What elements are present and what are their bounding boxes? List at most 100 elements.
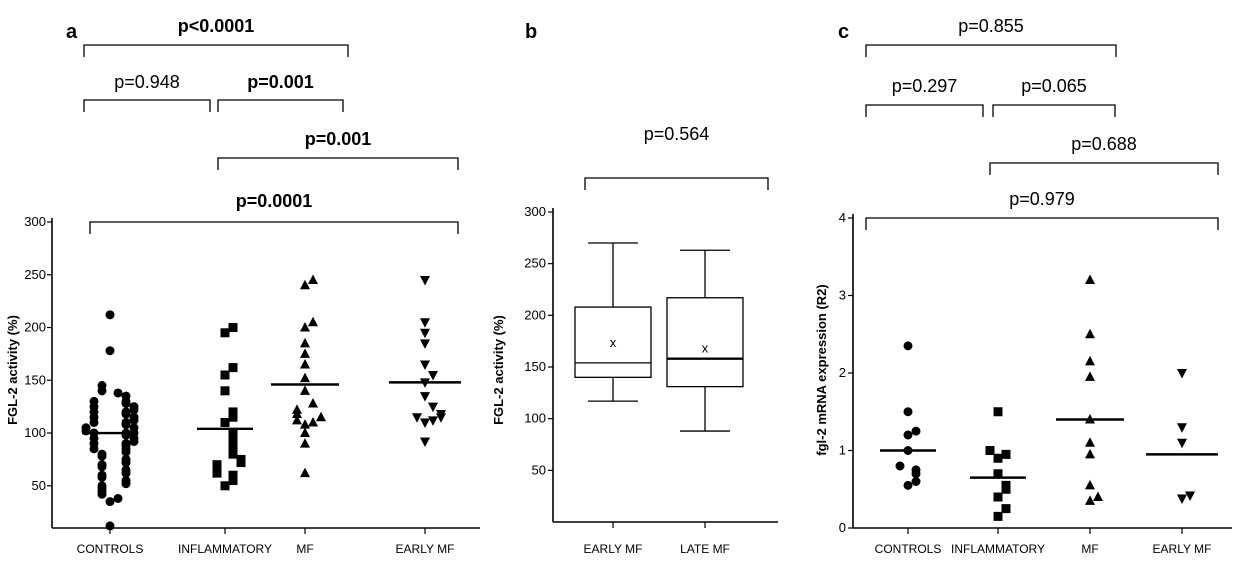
y-axis-label: fgl-2 mRNA expression (R2) bbox=[814, 284, 829, 455]
comparison-bracket: p=0.564 bbox=[584, 124, 769, 190]
data-point bbox=[105, 497, 115, 507]
data-point bbox=[121, 407, 131, 417]
data-point bbox=[228, 433, 238, 443]
data-point bbox=[228, 441, 238, 451]
data-point bbox=[97, 381, 107, 391]
series-early-mf bbox=[1146, 369, 1218, 505]
data-point bbox=[1185, 491, 1195, 501]
comparison-bracket: p=0.065 bbox=[992, 76, 1116, 117]
bracket-line bbox=[83, 99, 211, 112]
data-point bbox=[985, 446, 995, 455]
data-point bbox=[81, 423, 91, 433]
series-controls bbox=[880, 341, 936, 490]
data-point bbox=[105, 521, 115, 531]
data-point bbox=[911, 426, 921, 436]
p-value-label: p=0.855 bbox=[958, 16, 1024, 36]
p-value-label: p=0.297 bbox=[892, 76, 958, 96]
data-point bbox=[121, 476, 131, 486]
data-point bbox=[300, 427, 310, 438]
bracket-line bbox=[217, 99, 344, 112]
data-point bbox=[220, 417, 230, 427]
data-point bbox=[300, 467, 310, 478]
y-tick-label: 200 bbox=[524, 307, 546, 322]
bracket-line bbox=[217, 157, 459, 170]
data-point bbox=[220, 328, 230, 338]
comparison-bracket: p=0.948 bbox=[83, 72, 211, 112]
series-mf bbox=[271, 274, 339, 478]
category-label: MF bbox=[1081, 542, 1098, 556]
data-point bbox=[300, 358, 310, 369]
y-tick-label: 250 bbox=[524, 256, 546, 271]
data-point bbox=[228, 428, 238, 438]
category-label: CONTROLS bbox=[77, 542, 144, 556]
y-tick-label: 1 bbox=[839, 443, 846, 458]
data-point bbox=[420, 418, 430, 428]
data-point bbox=[97, 481, 107, 491]
data-point bbox=[228, 470, 238, 480]
y-tick-label: 300 bbox=[24, 214, 46, 229]
data-point bbox=[1085, 495, 1095, 505]
y-tick-label: 50 bbox=[532, 462, 546, 477]
data-point bbox=[121, 391, 131, 401]
comparison-bracket: p=0.855 bbox=[865, 16, 1117, 57]
data-point bbox=[300, 438, 310, 448]
y-axis-label: FGL-2 activity (%) bbox=[5, 315, 20, 425]
series-mf bbox=[1056, 274, 1124, 505]
y-tick-label: 3 bbox=[839, 288, 846, 303]
category-label: LATE MF bbox=[680, 542, 730, 556]
data-point bbox=[316, 411, 326, 422]
data-point bbox=[308, 397, 318, 408]
data-point bbox=[1085, 437, 1095, 447]
data-point bbox=[436, 410, 446, 420]
y-tick-label: 0 bbox=[839, 520, 846, 535]
data-point bbox=[228, 449, 238, 459]
bracket-line bbox=[89, 221, 459, 234]
data-point bbox=[308, 416, 318, 427]
data-point bbox=[903, 480, 913, 490]
data-point bbox=[121, 417, 131, 427]
data-point bbox=[1177, 369, 1187, 379]
data-point bbox=[121, 465, 131, 475]
p-value-label: p=0.065 bbox=[1021, 76, 1087, 96]
data-point bbox=[1085, 355, 1095, 366]
panel-b: b p=0.564 50 100 150 200 250 300 FGL-2 activity … bbox=[491, 21, 778, 556]
data-point bbox=[228, 323, 238, 333]
comparison-bracket: p<0.0001 bbox=[83, 16, 349, 57]
data-point bbox=[228, 476, 238, 486]
panel-label-c: c bbox=[838, 21, 849, 43]
category-label: EARLY MF bbox=[1153, 542, 1212, 556]
category-label: EARLY MF bbox=[396, 542, 455, 556]
data-point bbox=[300, 348, 310, 358]
y-tick-label: 300 bbox=[524, 204, 546, 219]
data-point bbox=[1085, 274, 1095, 284]
data-point bbox=[993, 492, 1003, 502]
y-tick-label: 100 bbox=[24, 425, 46, 440]
y-tick-label: 50 bbox=[32, 478, 46, 493]
data-point bbox=[300, 385, 310, 395]
category-label: INFLAMMATORY bbox=[178, 542, 272, 556]
bracket-line bbox=[989, 162, 1219, 175]
data-point bbox=[129, 412, 139, 422]
data-point bbox=[903, 430, 913, 440]
data-point bbox=[228, 412, 238, 422]
p-value-label: p=0.001 bbox=[247, 72, 314, 92]
bracket-line bbox=[584, 177, 769, 190]
data-point bbox=[428, 402, 438, 413]
data-point bbox=[220, 481, 230, 491]
data-point bbox=[105, 310, 115, 320]
data-point bbox=[220, 386, 230, 396]
category-label: MF bbox=[296, 542, 313, 556]
p-value-label: p<0.0001 bbox=[178, 16, 255, 36]
bracket-line bbox=[865, 104, 984, 117]
y-tick-label: 250 bbox=[24, 267, 46, 282]
data-point bbox=[420, 392, 430, 402]
data-point bbox=[911, 465, 921, 475]
y-tick-label: 150 bbox=[24, 372, 46, 387]
data-point bbox=[228, 407, 238, 417]
panel-c: c p=0.855 p=0.297 p=0.065 p=0.688 p=0.979 0 1 2 3… bbox=[814, 16, 1232, 556]
bracket-line bbox=[865, 44, 1117, 57]
data-point bbox=[1085, 328, 1095, 339]
series-early-mf bbox=[389, 276, 461, 447]
data-point bbox=[420, 437, 430, 447]
